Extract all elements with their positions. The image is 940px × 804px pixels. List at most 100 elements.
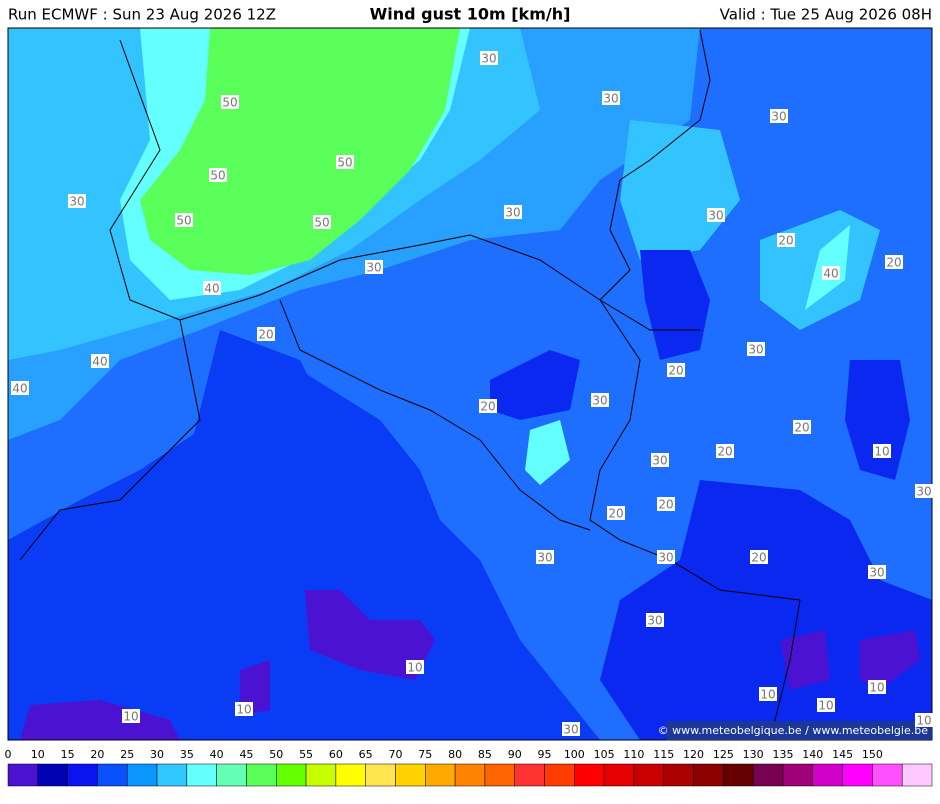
contour-label-bg: [203, 281, 221, 295]
contour-label: 10: [916, 714, 931, 728]
contour-label-bg: [817, 698, 835, 712]
colorbar-label: 80: [448, 748, 462, 761]
contour-label-bg: [68, 194, 86, 208]
contour-label: 10: [123, 710, 138, 724]
contour-label: 30: [505, 206, 520, 220]
contour-label-bg: [915, 484, 933, 498]
contour-label-bg: [221, 95, 239, 109]
contour-label: 30: [592, 394, 607, 408]
contour-label-bg: [209, 168, 227, 182]
contour-label: 30: [869, 566, 884, 580]
contour-label: 40: [204, 282, 219, 296]
colorbar-label: 145: [832, 748, 853, 761]
colorbar-swatch: [454, 763, 486, 787]
contour-label-bg: [793, 420, 811, 434]
colorbar-label: 135: [772, 748, 793, 761]
contour-label-bg: [235, 702, 253, 716]
contour-label: 20: [258, 328, 273, 342]
run-label: Run ECMWF : Sun 23 Aug 2026 12Z: [8, 6, 276, 24]
contour-label-bg: [868, 680, 886, 694]
colorbar-swatch: [365, 763, 396, 787]
contour-label: 30: [748, 343, 763, 357]
map: [8, 28, 932, 740]
colorbar-swatch: [633, 763, 664, 787]
colorbar-swatch: [37, 763, 68, 787]
contour-label-bg: [365, 260, 383, 274]
contour-label-bg: [479, 399, 497, 413]
contour-label-bg: [504, 205, 522, 219]
contour-label-bg: [336, 155, 354, 169]
contour-label: 20: [886, 256, 901, 270]
colorbar-label: 40: [210, 748, 224, 761]
contour-label: 50: [176, 214, 191, 228]
colorbar-label: 55: [299, 748, 313, 761]
colorbar-swatch: [7, 763, 39, 787]
contour-label: 50: [314, 216, 329, 230]
colorbar-swatch: [126, 763, 158, 787]
colorbar-swatch: [872, 763, 903, 787]
contour-label: 40: [12, 382, 27, 396]
colorbar-label: 20: [90, 748, 104, 761]
colorbar-label: 35: [180, 748, 194, 761]
contour-label: 30: [366, 261, 381, 275]
contour-label: 20: [778, 234, 793, 248]
contour-label-bg: [667, 363, 685, 377]
contour-label-bg: [885, 255, 903, 269]
contour-label: 30: [658, 551, 673, 565]
contour-label-bg: [313, 215, 331, 229]
colorbar-label: 140: [802, 748, 823, 761]
colorbar-swatch: [603, 763, 635, 787]
colorbar-label: 105: [594, 748, 615, 761]
contour-label: 30: [647, 614, 662, 628]
contour-label: 50: [222, 96, 237, 110]
colorbar: 0 10 15 20 25 30 35 40 45 50 55 60 65 70 75 80 85 90 95 100…: [5, 748, 933, 787]
colorbar-swatch: [514, 763, 545, 787]
contour-label: 20: [751, 551, 766, 565]
colorbar-swatch: [335, 763, 366, 787]
colorbar-label: 85: [478, 748, 492, 761]
colorbar-label: 100: [564, 748, 585, 761]
contour-label-bg: [777, 233, 795, 247]
contour-label: 30: [771, 110, 786, 124]
contour-label-bg: [122, 709, 140, 723]
colorbar-label: 120: [683, 748, 704, 761]
colorbar-swatch: [723, 763, 754, 787]
colorbar-label: 10: [31, 748, 45, 761]
contour-label: 10: [236, 703, 251, 717]
colorbar-swatch: [842, 763, 873, 787]
contour-label-bg: [175, 213, 193, 227]
contour-label: 40: [823, 267, 838, 281]
contour-label: 20: [794, 421, 809, 435]
colorbar-label: 45: [239, 748, 253, 761]
contour-label: 10: [760, 688, 775, 702]
colorbar-swatch: [693, 763, 724, 787]
contour-label: 10: [407, 661, 422, 675]
colorbar-label: 90: [508, 748, 522, 761]
contour-label: 20: [608, 507, 623, 521]
map-title: Wind gust 10m [km/h]: [370, 5, 571, 24]
colorbar-swatch: [67, 763, 98, 787]
copyright-box: [666, 721, 932, 740]
contour-label-bg: [646, 613, 664, 627]
colorbar-swatch: [812, 763, 843, 787]
contour-label-bg: [747, 342, 765, 356]
colorbar-swatch: [574, 763, 605, 787]
contour-label-bg: [91, 354, 109, 368]
colorbar-label: 65: [359, 748, 373, 761]
map-frame: [7, 27, 933, 741]
colorbar-swatch: [484, 763, 515, 787]
contour-label: 20: [480, 400, 495, 414]
colorbar-label: 15: [61, 748, 75, 761]
contour-label: 30: [708, 209, 723, 223]
contour-labels: 30 30 30 50 50 50 50 50 30 30 30 20 20 40 30 40 20 30 40 40…: [11, 51, 933, 737]
copyright: © www.meteobelgique.be / www.meteobelgie…: [658, 724, 929, 737]
contour-label-bg: [406, 660, 424, 674]
contour-label-bg: [651, 453, 669, 467]
contour-label-bg: [480, 51, 498, 65]
colorbar-label: 75: [418, 748, 432, 761]
contour-label: 10: [818, 699, 833, 713]
colorbar-swatch: [544, 763, 575, 787]
colorbar-swatch: [425, 763, 456, 787]
contour-label-bg: [657, 550, 675, 564]
